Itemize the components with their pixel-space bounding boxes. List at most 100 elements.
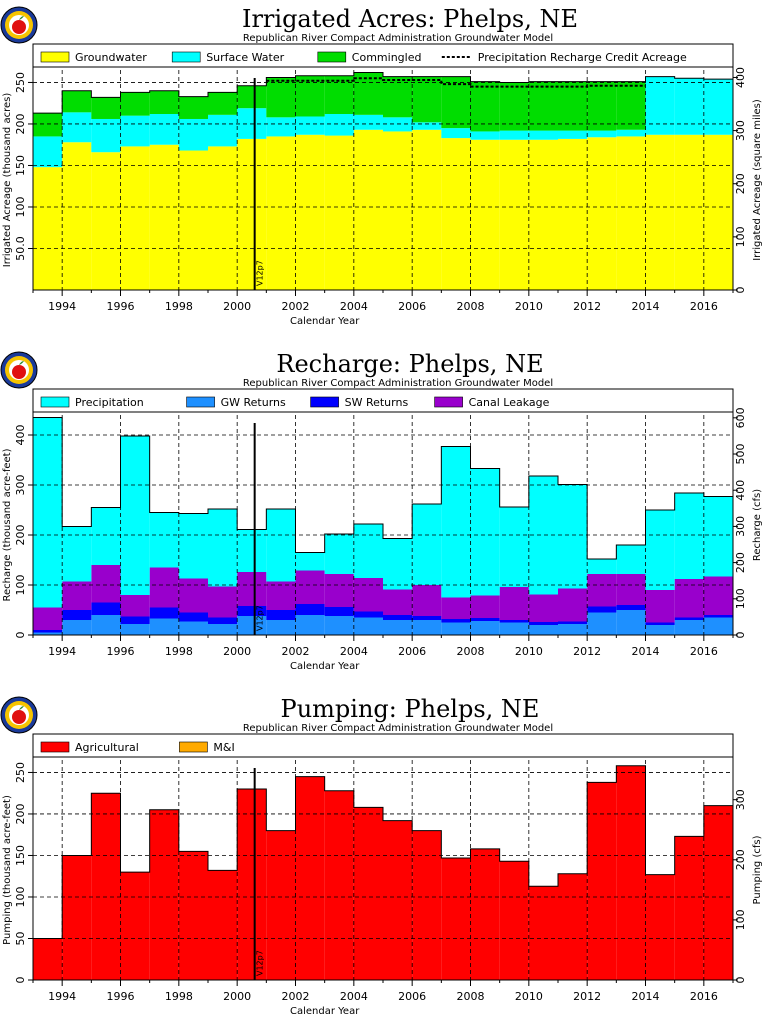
bar-segment — [645, 874, 675, 980]
x-tick-label: 1996 — [107, 645, 135, 658]
bar-segment — [645, 510, 675, 590]
legend: Agricultural M&I — [33, 735, 733, 758]
bar-segment — [353, 524, 383, 578]
x-tick-label: 1994 — [48, 645, 76, 658]
chart-panel-pumping: Pumping: Phelps, NE Republican River Comp… — [0, 690, 768, 1030]
bar-segment — [412, 616, 442, 620]
bar-segment — [62, 112, 92, 143]
bar-segment — [645, 622, 675, 625]
legend-swatch — [317, 51, 347, 63]
bar-segment — [528, 594, 558, 622]
apple-leaf-icon — [19, 706, 24, 710]
y-tick-label-right: 100 — [734, 226, 747, 247]
y-axis-right: 0 100 200 300 400 500 600 Recharge (cfs) — [733, 407, 763, 639]
bar-segment — [441, 446, 471, 598]
x-tick-label: 2006 — [398, 990, 426, 1003]
bar-segment — [412, 585, 442, 616]
bar-segment — [528, 139, 558, 290]
bar-segment — [149, 618, 179, 635]
chart-panel-recharge: Recharge: Phelps, NE Republican River Com… — [0, 345, 768, 685]
legend-swatch — [310, 396, 339, 408]
series-gw-returns — [33, 610, 733, 635]
y-axis-label-right: Pumping (cfs) — [752, 835, 763, 904]
y-tick-label: 200 — [14, 113, 27, 134]
x-tick-label: 2014 — [632, 300, 660, 313]
bar-segment — [499, 587, 529, 620]
bar-segment — [499, 620, 529, 623]
bar-segment — [441, 138, 471, 290]
x-tick-label: 2012 — [573, 645, 601, 658]
x-tick-label: 1998 — [165, 645, 193, 658]
bar-segment — [353, 114, 383, 130]
bar-segment — [499, 507, 529, 587]
bar-segment — [266, 830, 296, 980]
bar-segment — [33, 630, 63, 633]
bar-segment — [441, 622, 471, 635]
y-axis-right: 0 100 200 300 400 Irrigated Acreage (square m… — [733, 67, 763, 294]
legend-swatch — [40, 51, 70, 63]
x-tick-label: 2008 — [457, 300, 485, 313]
y-tick-label: 250 — [14, 72, 27, 93]
bar-segment — [616, 574, 646, 605]
bar-segment — [208, 146, 238, 290]
bar-segment — [587, 782, 617, 980]
legend-label: GW Returns — [221, 396, 286, 409]
bar-segment — [295, 134, 325, 290]
y-tick-label-right: 300 — [734, 516, 747, 537]
y-tick-label: 200 — [14, 525, 27, 546]
y-tick-label: 150 — [14, 155, 27, 176]
y-tick-label: 150 — [14, 845, 27, 866]
bar-segment — [383, 538, 413, 590]
legend-swatch — [434, 396, 463, 408]
x-tick-label: 2002 — [282, 645, 310, 658]
y-tick-label-right: 0 — [734, 977, 747, 984]
legend-label: SW Returns — [345, 396, 409, 409]
legend-label: Surface Water — [206, 51, 284, 64]
y-tick-label-right: 300 — [734, 789, 747, 810]
bar-segment — [587, 559, 617, 574]
y-tick-label-right: 200 — [734, 552, 747, 573]
bar-segment — [149, 607, 179, 619]
bar-segment — [558, 81, 588, 131]
bar-segment — [558, 138, 588, 290]
y-tick-label: 0 — [14, 632, 27, 639]
x-tick-label: 2004 — [340, 645, 368, 658]
bar-segment — [324, 114, 354, 136]
x-tick-label: 2014 — [632, 645, 660, 658]
bar-segment — [558, 621, 588, 624]
bar-segment — [324, 616, 354, 635]
bar-segment — [558, 484, 588, 589]
y-tick-label: 250 — [14, 762, 27, 783]
bar-segment — [499, 139, 529, 290]
stack-outline — [33, 417, 733, 560]
apple-icon — [12, 710, 26, 724]
x-tick-label: 1994 — [48, 300, 76, 313]
bar-segment — [383, 131, 413, 290]
bar-segment — [587, 612, 617, 635]
bar-segment — [441, 76, 471, 129]
x-tick-label: 2010 — [515, 645, 543, 658]
y-tick-label: 100 — [14, 196, 27, 217]
bar-segment — [208, 92, 238, 115]
bar-segment — [91, 615, 121, 635]
bar-segment — [120, 595, 150, 617]
bar-segment — [266, 581, 296, 610]
bar-segment — [208, 617, 238, 624]
bar-segment — [324, 607, 354, 616]
bar-segment — [470, 848, 500, 980]
y-tick-label-right: 300 — [734, 120, 747, 141]
bar-segment — [178, 612, 208, 622]
bar-segment — [558, 624, 588, 635]
y-tick-label: 0 — [14, 977, 27, 984]
bar-segment — [62, 610, 92, 620]
bar-segment — [412, 830, 442, 980]
bar-segment — [237, 108, 267, 139]
bar-segment — [120, 872, 150, 980]
bar-segment — [383, 76, 413, 118]
bar-segment — [33, 632, 63, 635]
bar-segment — [353, 617, 383, 635]
bar-segment — [178, 513, 208, 579]
x-tick-label: 2006 — [398, 300, 426, 313]
bar-segment — [62, 90, 92, 113]
